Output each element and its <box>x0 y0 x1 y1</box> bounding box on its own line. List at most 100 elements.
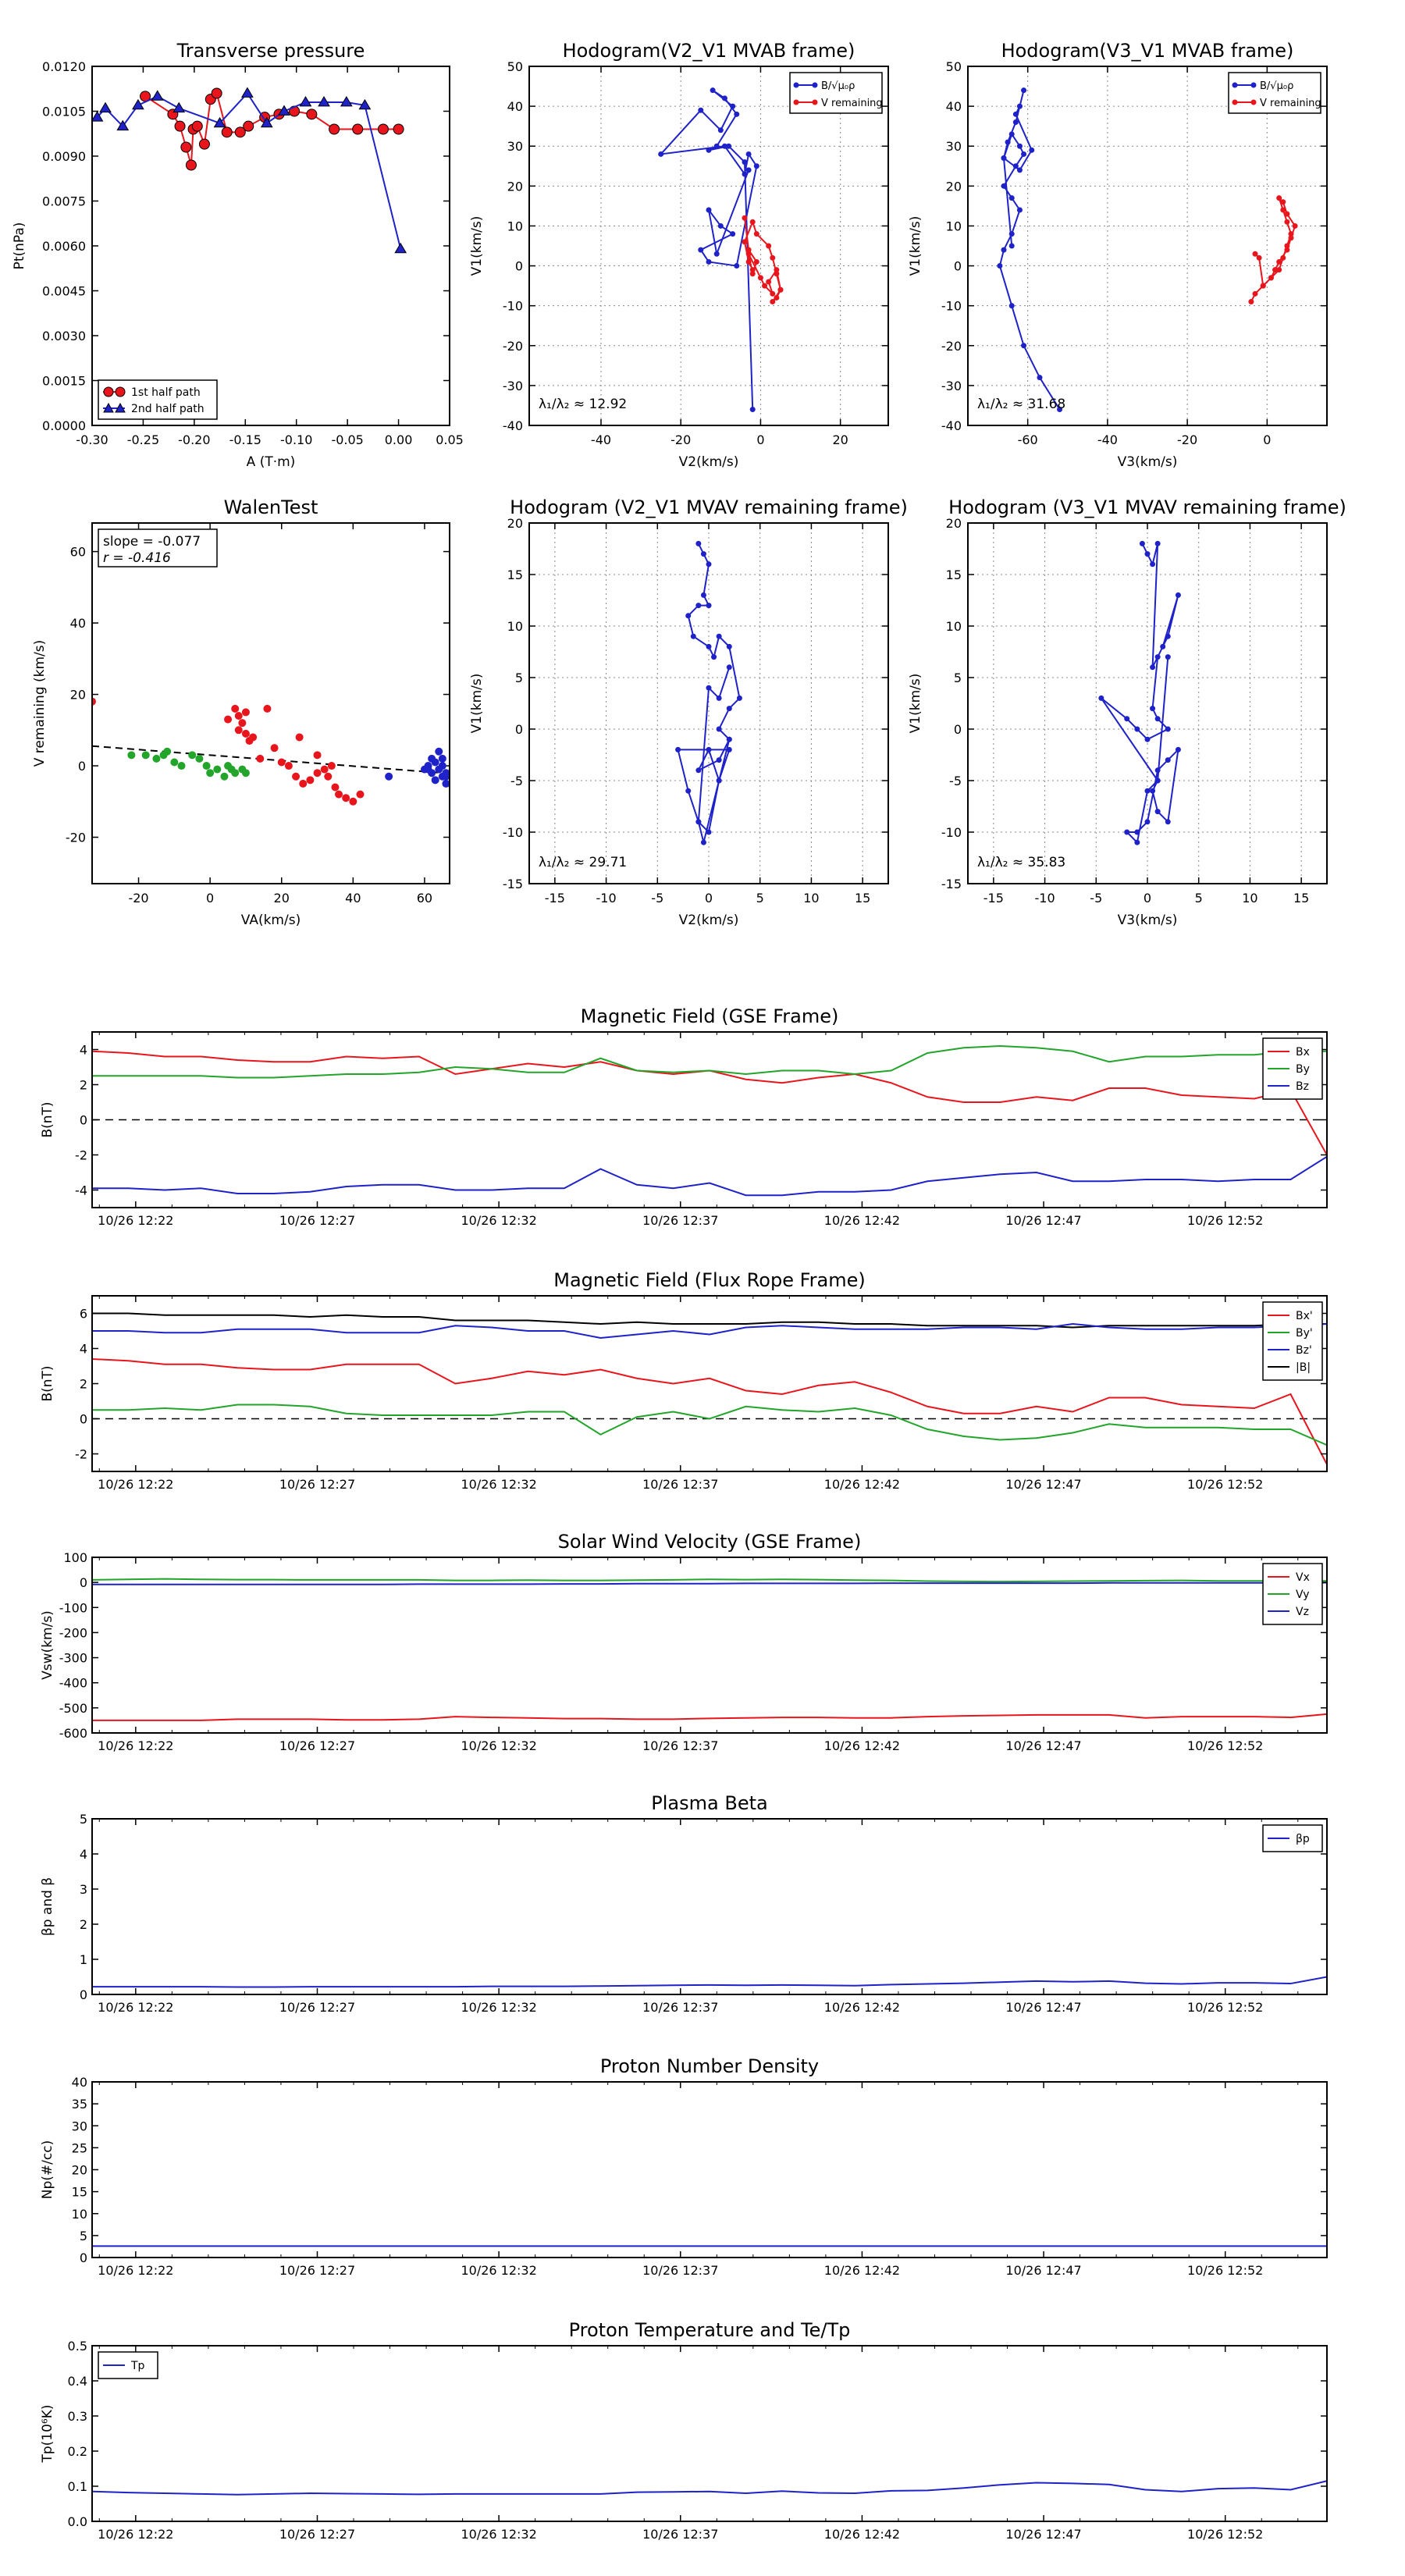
data-point <box>1284 219 1290 225</box>
y-tick-label: 0.0105 <box>42 105 86 119</box>
series-line <box>92 1155 1327 1197</box>
legend-marker <box>103 386 114 397</box>
x-tick-label: -0.30 <box>76 432 108 447</box>
data-point <box>1154 777 1161 784</box>
data-point <box>299 779 308 788</box>
data-point <box>306 109 318 120</box>
data-point <box>1292 222 1298 229</box>
data-point <box>716 777 722 784</box>
x-tick-label: 10/26 12:32 <box>461 1738 536 1753</box>
data-point <box>745 258 752 265</box>
x-tick-label: 10/26 12:27 <box>279 2263 355 2278</box>
data-point <box>1001 155 1007 162</box>
data-point <box>749 271 756 277</box>
y-tick-label: -10 <box>941 299 962 314</box>
x-tick-label: 10/26 12:42 <box>824 1738 900 1753</box>
y-tick-label: 20 <box>507 179 523 194</box>
chart-walen: WalenTest -20 0 20 40 60 -20 0 20 40 60 VA(km/s) V r… <box>32 496 450 928</box>
data-point <box>716 695 722 701</box>
data-point <box>394 242 407 254</box>
x-tick-label: 0 <box>1263 432 1271 447</box>
plot-frame <box>528 66 889 426</box>
y-tick-label: 20 <box>70 688 86 703</box>
x-tick-label: 10/26 12:27 <box>279 1477 355 1492</box>
y-tick-label: 4 <box>80 1342 87 1357</box>
data-point <box>263 704 272 713</box>
data-point <box>726 736 732 742</box>
data-point <box>1124 716 1130 722</box>
y-tick-label: 40 <box>72 2075 87 2090</box>
plot-frame <box>91 66 450 426</box>
y-tick-label: 40 <box>946 99 962 114</box>
y-tick-label: 2 <box>80 1078 87 1093</box>
y-tick-label: -20 <box>66 831 86 845</box>
data-point <box>234 126 246 138</box>
data-point <box>1280 207 1286 213</box>
y-tick-label: -10 <box>941 825 962 840</box>
y-tick-label: 0.0120 <box>42 59 86 74</box>
x-tick-label: 10/26 12:32 <box>461 2263 536 2278</box>
x-tick-label: 10/26 12:42 <box>824 1477 900 1492</box>
y-tick-label: 4 <box>80 1043 87 1058</box>
y-tick-label: 5 <box>80 1812 87 1827</box>
data-point <box>690 633 696 639</box>
x-tick-label: -60 <box>1018 432 1038 447</box>
chart-vsw: Solar Wind Velocity (GSE Frame) 10/26 12:… <box>40 1531 1328 1753</box>
data-point <box>1057 407 1063 413</box>
legend-label: Bz' <box>1296 1344 1312 1357</box>
x-tick-label: 0 <box>1144 891 1151 906</box>
data-point <box>243 120 254 132</box>
data-point <box>1276 258 1282 265</box>
data-point <box>766 243 772 249</box>
data-point <box>221 126 233 138</box>
data-point <box>424 765 432 774</box>
y-axis-label: βp and β <box>40 1877 55 1936</box>
data-point <box>220 772 229 781</box>
y-tick-label: 0.0000 <box>42 418 86 433</box>
data-point <box>749 267 756 273</box>
data-point <box>706 746 712 753</box>
y-tick-label: -5 <box>510 774 523 788</box>
data-point <box>721 143 727 149</box>
data-point <box>241 87 254 98</box>
data-point <box>706 258 712 265</box>
data-point <box>324 772 333 781</box>
y-axis-label: V1(km/s) <box>908 216 923 276</box>
y-tick-label: 0.0060 <box>42 239 86 254</box>
data-point <box>695 819 702 825</box>
data-point <box>695 603 702 609</box>
data-point <box>335 790 343 799</box>
data-point <box>180 141 192 153</box>
x-tick-label: 10/26 12:52 <box>1187 2000 1263 2015</box>
data-point <box>1160 643 1166 649</box>
y-tick-label: 0 <box>80 2250 87 2265</box>
series-line <box>92 1713 1327 1721</box>
data-point <box>1144 551 1151 557</box>
chart-title: Hodogram (V2_V1 MVAV remaining frame) <box>510 496 908 518</box>
legend-label: V remaining <box>821 98 883 109</box>
y-tick-label: -2 <box>75 1148 87 1163</box>
plot-frame <box>528 522 889 884</box>
data-point <box>211 87 222 99</box>
y-tick-label: 20 <box>507 516 523 531</box>
legend-label: B/√μ₀ρ <box>1260 80 1293 92</box>
y-tick-label: 0.0015 <box>42 374 86 389</box>
x-tick-label: 10/26 12:47 <box>1005 1477 1081 1492</box>
data-point <box>700 592 706 598</box>
data-point <box>141 751 150 760</box>
data-point <box>340 96 353 107</box>
data-point <box>393 123 404 135</box>
y-tick-label: 0 <box>80 1412 87 1427</box>
x-tick-label: 40 <box>345 891 361 906</box>
series-line <box>92 1578 1327 1583</box>
y-axis-label: V1(km/s) <box>469 674 485 734</box>
data-point <box>185 159 197 171</box>
data-point <box>726 143 732 149</box>
data-point <box>1165 819 1171 825</box>
data-point <box>327 762 336 770</box>
data-point <box>92 697 96 706</box>
y-tick-label: 30 <box>507 139 523 154</box>
data-point <box>762 283 768 289</box>
data-point <box>726 746 732 753</box>
data-point <box>1288 231 1294 237</box>
